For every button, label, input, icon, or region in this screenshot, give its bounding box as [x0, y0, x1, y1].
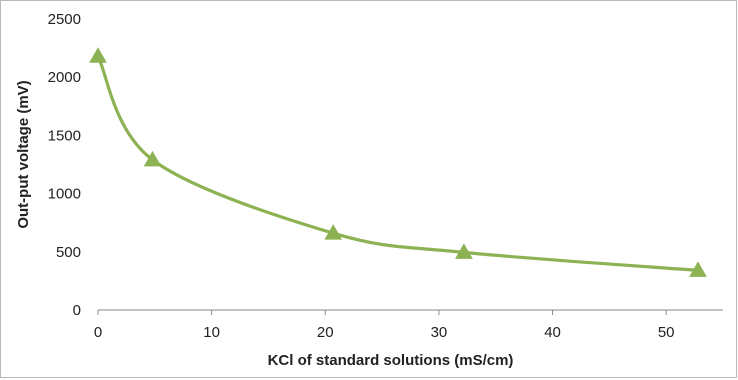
x-tick-label: 10 [203, 324, 220, 341]
data-point-triangle [455, 243, 473, 259]
y-tick-label: 0 [73, 302, 81, 319]
data-point-triangle [324, 224, 343, 240]
y-tick-label: 2000 [48, 69, 81, 86]
y-tick-label: 1500 [48, 127, 81, 144]
x-axis-title: KCl of standard solutions (mS/cm) [268, 352, 514, 369]
y-axis-ticks: 0 500 1000 1500 2000 2500 [48, 11, 81, 319]
x-tick-label: 40 [544, 324, 561, 341]
y-tick-label: 2500 [48, 11, 81, 28]
x-tick-label: 30 [431, 324, 448, 341]
y-axis-title: Out-put voltage (mV) [15, 80, 32, 228]
series-line [96, 54, 700, 273]
y-tick-label: 1000 [48, 186, 81, 203]
data-point-triangle [689, 261, 707, 277]
data-point-triangle [143, 150, 162, 167]
x-axis-ticks: 0 10 20 30 40 50 [94, 310, 675, 341]
x-tick-label: 20 [317, 324, 334, 341]
x-tick-label: 0 [94, 324, 102, 341]
y-tick-label: 500 [56, 244, 81, 261]
x-tick-label: 50 [658, 324, 675, 341]
data-points [89, 47, 707, 277]
data-point-triangle [89, 47, 107, 63]
